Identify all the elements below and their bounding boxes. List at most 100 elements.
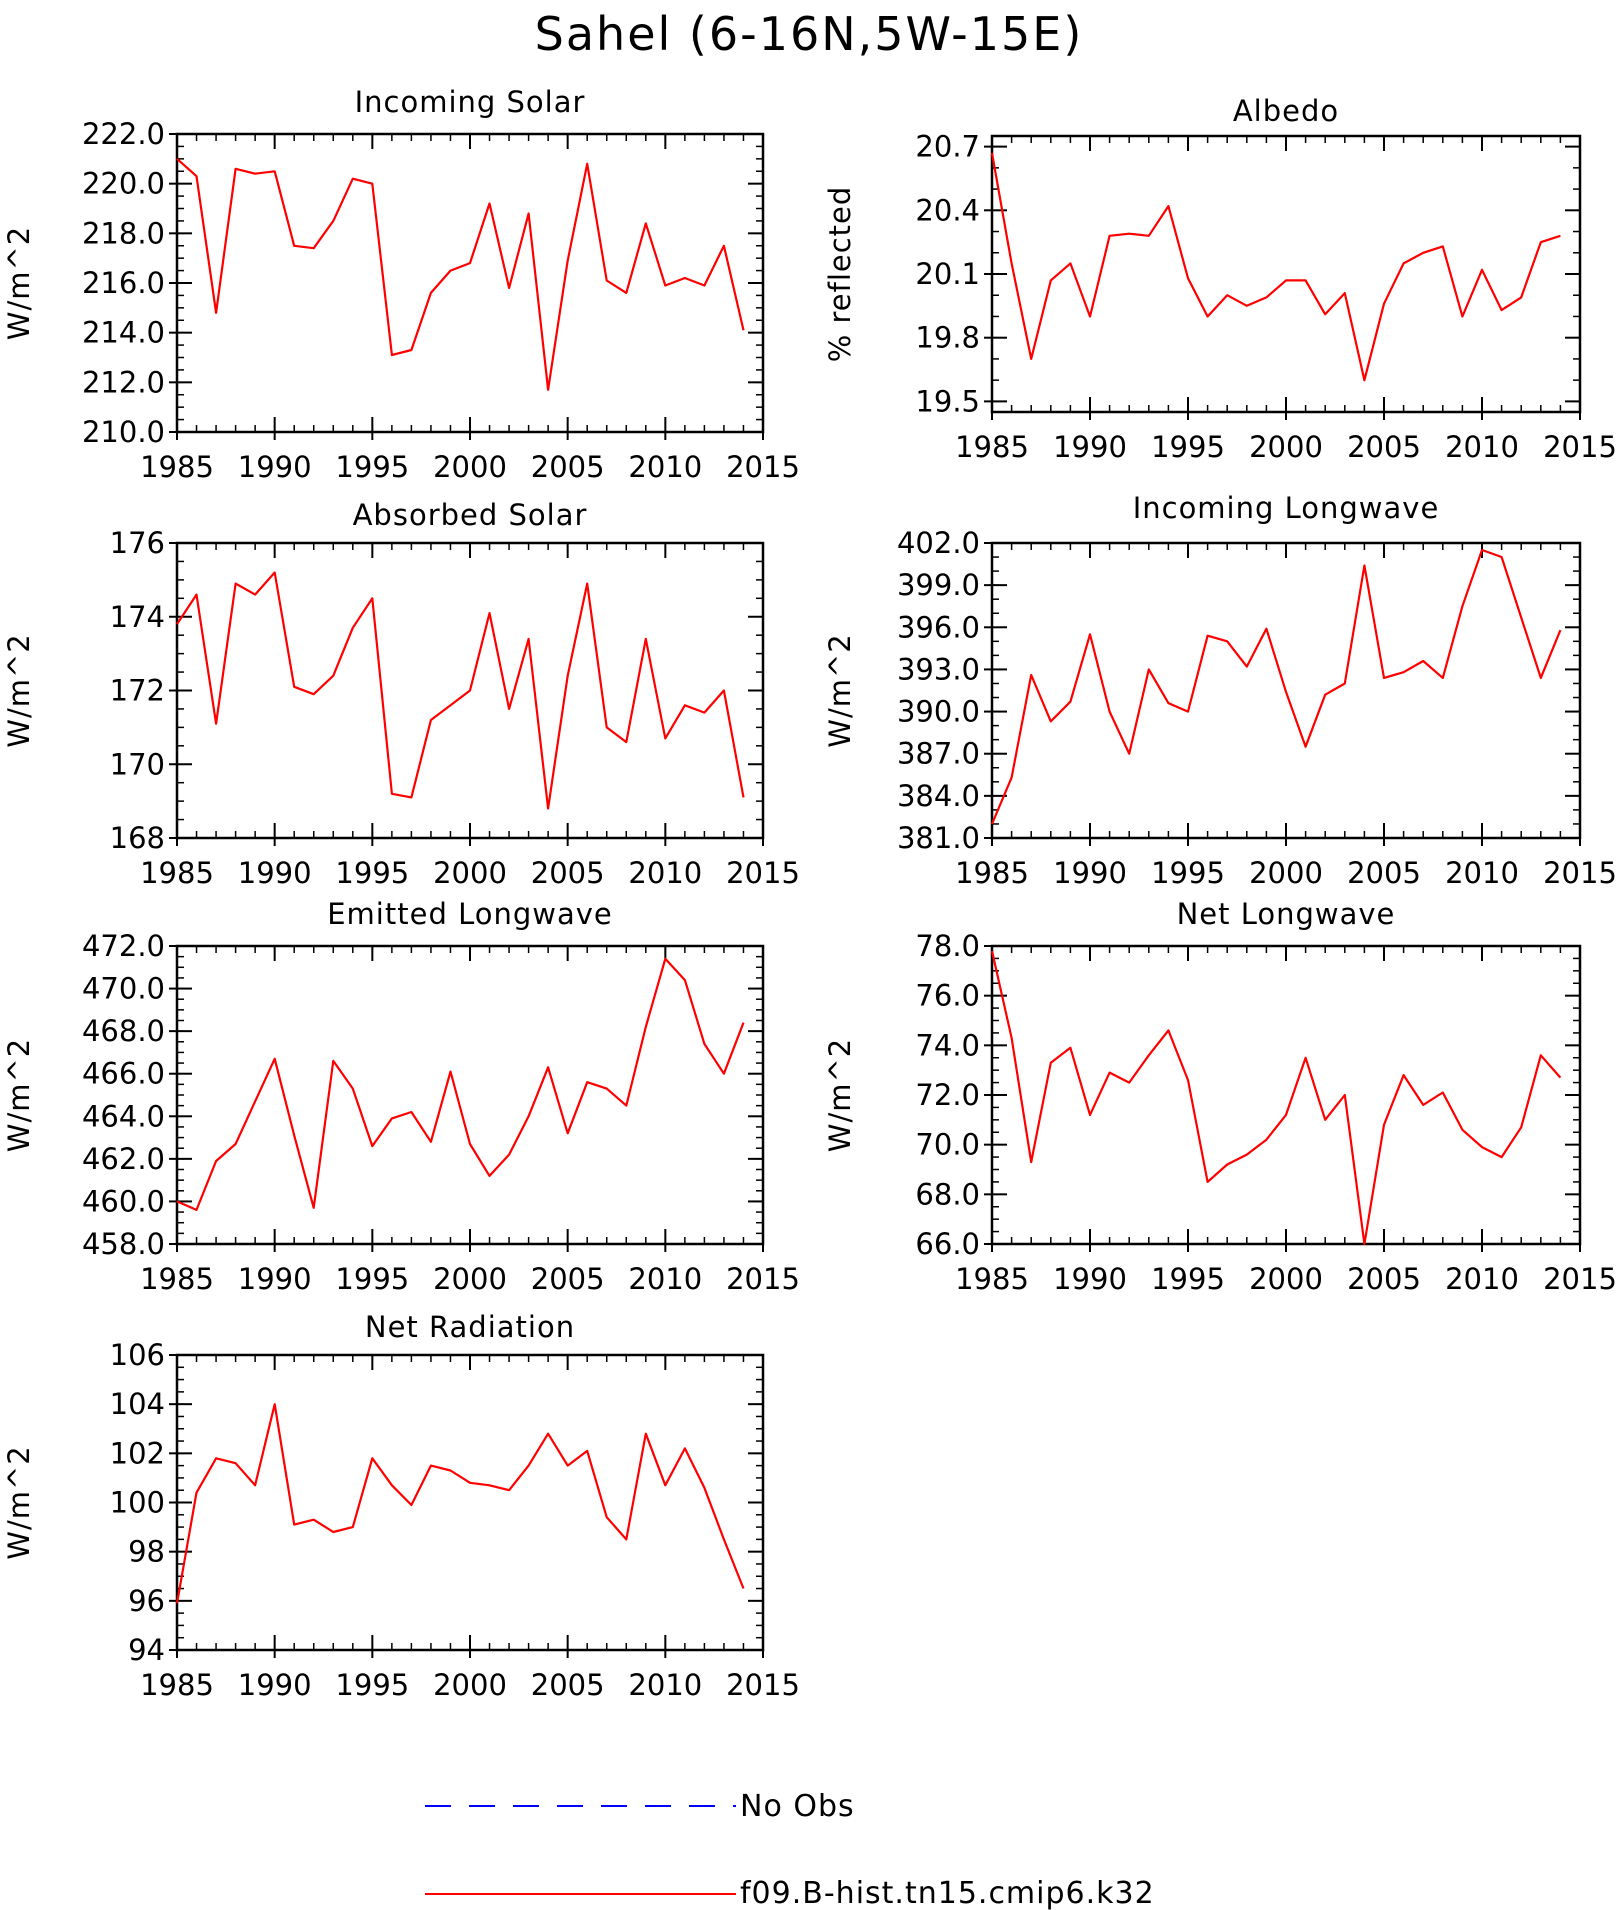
x-tick-label: 2000 — [433, 856, 507, 890]
series-line-net-longwave — [990, 950, 1562, 1246]
x-tick-label: 2015 — [726, 450, 800, 484]
y-tick-label: 218.0 — [82, 216, 165, 250]
y-tick-label: 214.0 — [82, 316, 165, 350]
y-tick-label: 68.0 — [915, 1177, 980, 1211]
legend-label-no-obs: No Obs — [740, 1789, 855, 1824]
panel-absorbed-solar: 1985 1990 1995 2000 2005 2010 2015 168 170 172 174… — [2, 498, 800, 890]
y-tick-label: 70.0 — [915, 1128, 980, 1162]
y-tick-label: 78.0 — [915, 929, 980, 963]
x-tick-label: 2005 — [1347, 430, 1421, 464]
x-tick-label: 2015 — [1543, 1262, 1617, 1296]
y-tick-label: 402.0 — [897, 526, 980, 560]
panel-net-longwave: 1985 1990 1995 2000 2005 2010 2015 66.0 68.0 70.0… — [823, 897, 1617, 1296]
y-tick-label: 220.0 — [82, 167, 165, 201]
y-axis-label: W/m^2 — [2, 1038, 36, 1152]
y-tick-label: 96 — [128, 1584, 165, 1618]
x-tick-label: 1995 — [335, 856, 409, 890]
y-tick-label: 20.4 — [915, 193, 980, 227]
y-tick-label: 74.0 — [915, 1028, 980, 1062]
y-tick-label: 66.0 — [915, 1227, 980, 1261]
x-tick-label: 1990 — [1053, 430, 1127, 464]
y-tick-label: 460.0 — [82, 1184, 165, 1218]
x-tick-label: 1995 — [335, 1262, 409, 1296]
y-tick-label: 390.0 — [897, 695, 980, 729]
x-tick-label: 2015 — [726, 1668, 800, 1702]
plot-frame — [175, 944, 765, 1246]
y-tick-label: 381.0 — [897, 821, 980, 855]
y-axis-label: W/m^2 — [2, 1445, 36, 1559]
x-tick-label: 2005 — [531, 450, 605, 484]
y-tick-label: 72.0 — [915, 1078, 980, 1112]
x-tick-label: 1985 — [140, 1668, 214, 1702]
x-tick-label: 2010 — [628, 1262, 702, 1296]
y-tick-label: 19.5 — [915, 384, 980, 418]
y-axis-label: % reflected — [823, 186, 857, 363]
series-line-absorbed-solar — [176, 571, 745, 810]
x-tick-label: 1985 — [140, 450, 214, 484]
y-tick-label: 170 — [110, 747, 165, 781]
panel-title: Albedo — [1233, 94, 1339, 128]
y-axis-label: W/m^2 — [823, 633, 857, 747]
x-tick-label: 1985 — [140, 1262, 214, 1296]
y-tick-label: 399.0 — [897, 568, 980, 602]
x-tick-label: 1985 — [955, 430, 1029, 464]
x-tick-label: 1985 — [955, 1262, 1029, 1296]
x-tick-label: 2005 — [531, 856, 605, 890]
x-tick-label: 2005 — [531, 1262, 605, 1296]
x-tick-label: 2010 — [628, 856, 702, 890]
x-tick-label: 1990 — [238, 450, 312, 484]
x-tick-label: 2010 — [1445, 856, 1519, 890]
y-tick-label: 172 — [110, 674, 165, 708]
y-tick-label: 174 — [110, 600, 165, 634]
y-tick-label: 396.0 — [897, 610, 980, 644]
panel-title: Net Radiation — [365, 1310, 575, 1344]
series-line-incoming-longwave — [990, 548, 1562, 825]
x-tick-label: 1995 — [335, 1668, 409, 1702]
panel-emitted-longwave: 1985 1990 1995 2000 2005 2010 2015 458.0 460.0 46… — [2, 897, 800, 1296]
x-tick-label: 2005 — [1347, 856, 1421, 890]
x-tick-label: 2000 — [1249, 1262, 1323, 1296]
y-tick-label: 100 — [110, 1486, 165, 1520]
x-tick-label: 2000 — [1249, 856, 1323, 890]
y-tick-label: 384.0 — [897, 779, 980, 813]
x-tick-label: 2015 — [1543, 856, 1617, 890]
y-tick-label: 458.0 — [82, 1227, 165, 1261]
y-tick-label: 106 — [110, 1338, 165, 1372]
panel-incoming-solar: 1985 1990 1995 2000 2005 2010 2015 210.0 212.0 21… — [2, 85, 800, 484]
x-tick-label: 1985 — [140, 856, 214, 890]
x-tick-label: 2010 — [1445, 430, 1519, 464]
series-line-incoming-solar — [176, 157, 745, 391]
legend-label-model: f09.B-hist.tn15.cmip6.k32 — [740, 1876, 1155, 1910]
x-tick-label: 2000 — [433, 1262, 507, 1296]
y-tick-label: 468.0 — [82, 1014, 165, 1048]
plot-frame — [990, 134, 1582, 414]
x-tick-label: 1995 — [1151, 430, 1225, 464]
x-tick-label: 2010 — [628, 1668, 702, 1702]
x-tick-label: 2000 — [1249, 430, 1323, 464]
x-tick-label: 2015 — [1543, 430, 1617, 464]
series-line-emitted-longwave — [176, 957, 745, 1212]
x-tick-label: 2000 — [433, 1668, 507, 1702]
panel-title: Net Longwave — [1177, 897, 1396, 931]
y-tick-label: 20.1 — [915, 257, 980, 291]
x-tick-label: 1990 — [238, 1262, 312, 1296]
y-tick-label: 168 — [110, 821, 165, 855]
panel-title: Incoming Solar — [355, 85, 586, 119]
x-tick-label: 2005 — [531, 1668, 605, 1702]
y-tick-label: 464.0 — [82, 1099, 165, 1133]
series-line-net-radiation — [175, 1403, 745, 1604]
y-tick-label: 466.0 — [82, 1057, 165, 1091]
x-tick-label: 1995 — [335, 450, 409, 484]
y-tick-label: 98 — [128, 1535, 165, 1569]
x-tick-label: 2015 — [726, 856, 800, 890]
plot-frame — [175, 1353, 765, 1652]
x-tick-label: 1990 — [1053, 856, 1127, 890]
x-tick-label: 1995 — [1151, 856, 1225, 890]
figure-title: Sahel (6-16N,5W-15E) — [535, 7, 1084, 61]
y-tick-label: 19.8 — [915, 321, 980, 355]
y-tick-label: 222.0 — [82, 117, 165, 151]
panel-title: Absorbed Solar — [353, 498, 588, 532]
x-tick-label: 2015 — [726, 1262, 800, 1296]
y-axis-label: W/m^2 — [823, 1038, 857, 1152]
y-tick-label: 104 — [110, 1387, 165, 1421]
